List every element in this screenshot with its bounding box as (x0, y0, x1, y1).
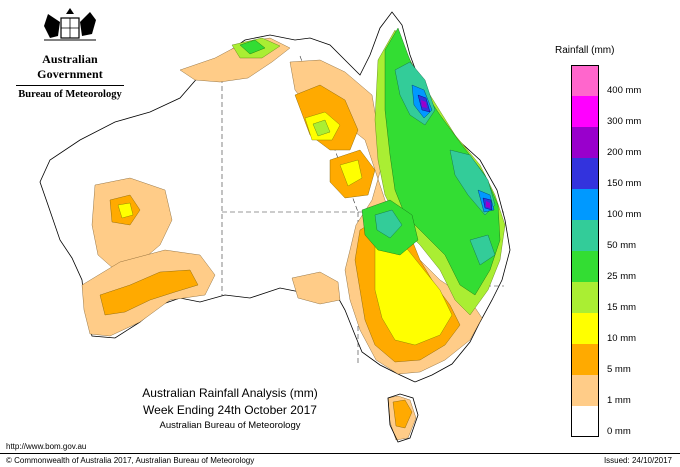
rainfall-200mm-areas (421, 100, 490, 208)
legend-title: Rainfall (mm) (555, 45, 615, 56)
copyright-text: © Commonwealth of Australia 2017, Austra… (6, 456, 255, 465)
logo-divider (16, 85, 124, 86)
tasmania-rain (392, 399, 413, 429)
legend-label: 5 mm (607, 364, 631, 375)
legend-swatch (571, 127, 599, 158)
legend-label: 15 mm (607, 302, 637, 313)
website-link[interactable]: http://www.bom.gov.au (6, 442, 87, 451)
bureau-name: Bureau of Meteorology (18, 89, 122, 100)
legend-swatch (571, 96, 599, 127)
legend-swatch (571, 189, 599, 220)
coat-of-arms-icon (44, 8, 96, 41)
legend-label: 300 mm (607, 116, 642, 127)
legend-label: 0 mm (607, 426, 631, 437)
legend-label: 400 mm (607, 85, 642, 96)
legend-label: 200 mm (607, 147, 642, 158)
issued-date: Issued: 24/10/2017 (603, 456, 672, 465)
title-line-2: Week Ending 24th October 2017 (143, 403, 317, 417)
legend-label: 150 mm (607, 178, 642, 189)
title-line-3: Australian Bureau of Meteorology (159, 420, 301, 431)
legend-swatch (571, 251, 599, 282)
footer-divider (0, 453, 680, 454)
legend-label: 10 mm (607, 333, 637, 344)
map-title: Australian Rainfall Analysis (mm) Week E… (130, 386, 330, 431)
legend-swatch (571, 344, 599, 375)
legend-label: 100 mm (607, 209, 642, 220)
legend-swatch (571, 282, 599, 313)
legend-swatch (571, 65, 599, 96)
rainfall-legend: Rainfall (mm) 400 mm 300 mm 200 mm 150 mm 10… (555, 45, 665, 437)
title-line-1: Australian Rainfall Analysis (mm) (142, 386, 318, 400)
legend-label: 25 mm (607, 271, 637, 282)
legend-swatch (571, 313, 599, 344)
tasmania (387, 393, 419, 443)
government-logo: Australian Government Bureau of Meteorol… (10, 10, 130, 100)
legend-swatch (571, 220, 599, 251)
legend-swatch (571, 375, 599, 406)
legend-swatch (571, 158, 599, 189)
legend-swatch (571, 406, 599, 437)
government-name: Australian Government (37, 52, 103, 81)
legend-label: 1 mm (607, 395, 631, 406)
legend-label: 50 mm (607, 240, 637, 251)
